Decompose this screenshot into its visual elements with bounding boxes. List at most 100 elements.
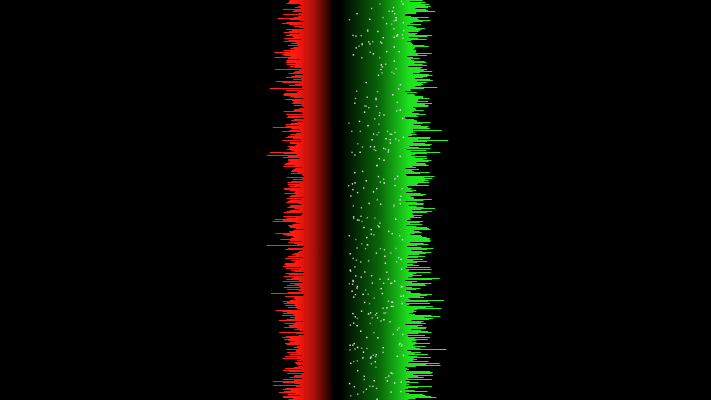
dot: [356, 325, 358, 327]
dot: [393, 36, 395, 38]
dot: [386, 380, 388, 382]
dot: [398, 327, 400, 329]
dot: [360, 330, 362, 332]
dot: [351, 283, 354, 285]
dot: [398, 51, 400, 53]
dot: [402, 333, 404, 336]
dot: [362, 351, 365, 353]
dot: [396, 101, 398, 103]
dot: [357, 370, 359, 372]
dot: [367, 30, 369, 32]
dot: [373, 148, 375, 151]
dot: [377, 74, 380, 76]
dot: [351, 183, 354, 185]
dot: [398, 139, 400, 142]
dot: [360, 207, 363, 209]
dot: [360, 34, 362, 37]
dot: [348, 19, 351, 21]
dot: [361, 42, 363, 45]
dot: [392, 305, 394, 308]
dot: [391, 10, 394, 12]
dot: [374, 355, 377, 358]
dot: [378, 114, 381, 117]
dot: [391, 71, 393, 73]
dot: [376, 164, 378, 167]
dot: [398, 344, 400, 346]
dot: [386, 50, 388, 53]
dot: [352, 205, 354, 207]
dot: [358, 45, 360, 47]
dot: [356, 219, 359, 221]
dot: [360, 261, 362, 263]
dot: [349, 253, 351, 255]
dot: [352, 34, 354, 37]
dot: [362, 391, 365, 393]
dot: [384, 312, 387, 314]
dot: [402, 37, 404, 39]
dot: [370, 7, 373, 10]
dot: [382, 307, 384, 309]
dot: [393, 28, 395, 30]
dot: [401, 343, 403, 346]
dot: [365, 105, 367, 107]
dot: [391, 23, 393, 25]
dot: [402, 22, 404, 24]
dot: [400, 286, 402, 288]
dot: [395, 218, 397, 220]
dot: [378, 226, 380, 228]
dot: [384, 262, 387, 264]
dot: [393, 20, 395, 22]
dot: [354, 97, 357, 100]
dot: [401, 302, 403, 305]
dot: [395, 68, 397, 70]
dot: [396, 329, 399, 331]
dot: [353, 217, 355, 220]
dot: [354, 266, 356, 268]
dot: [354, 316, 356, 318]
dot: [352, 257, 354, 260]
dot: [361, 57, 363, 59]
dot: [397, 256, 400, 259]
dot: [387, 151, 389, 153]
dot: [386, 130, 389, 133]
dot: [400, 381, 402, 383]
dot: [352, 188, 354, 191]
dot: [359, 151, 361, 153]
dot: [391, 232, 393, 235]
dot: [371, 282, 373, 284]
dot: [367, 29, 369, 31]
dot: [372, 385, 374, 387]
dot: [399, 84, 402, 86]
dot: [372, 191, 375, 193]
dot: [378, 131, 380, 134]
dot: [400, 295, 402, 297]
dot: [348, 382, 351, 385]
dot: [390, 133, 393, 135]
dot: [355, 35, 357, 37]
dot: [379, 222, 381, 224]
dot: [379, 247, 382, 250]
green-band: [342, 0, 449, 400]
dot-field: [348, 0, 405, 400]
dot: [364, 289, 367, 291]
dot: [376, 317, 379, 319]
dot: [364, 271, 366, 273]
dot: [395, 138, 397, 140]
dot: [350, 362, 352, 365]
dot: [400, 258, 402, 261]
dot: [366, 217, 369, 219]
dot: [393, 46, 395, 48]
dot: [389, 321, 391, 323]
dot: [399, 109, 401, 111]
dot: [370, 363, 373, 365]
dot: [371, 139, 373, 141]
dot: [372, 53, 375, 55]
dot: [350, 195, 352, 197]
dot: [351, 130, 353, 133]
dot: [372, 40, 374, 43]
dot: [354, 154, 356, 156]
dot: [391, 282, 393, 284]
dot: [353, 296, 355, 298]
dot: [388, 10, 390, 12]
